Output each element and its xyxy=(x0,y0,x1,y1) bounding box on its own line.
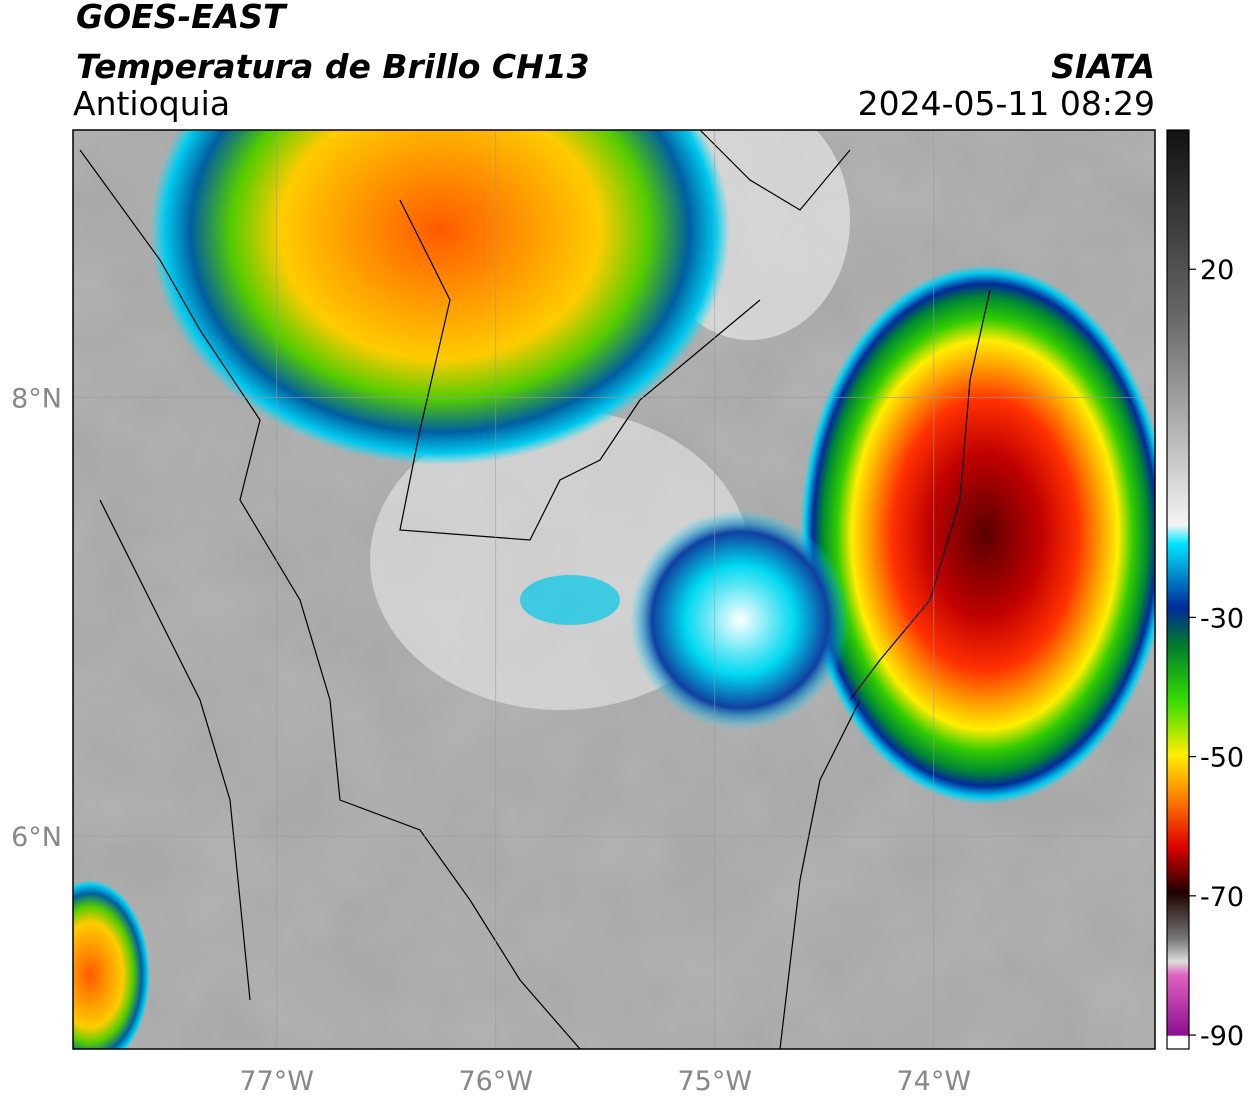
product-title: Temperatura de Brillo CH13 xyxy=(76,47,590,86)
colorbar-tick-label: -50 xyxy=(1200,743,1244,774)
source-label: SIATA xyxy=(1051,47,1155,86)
lon-tick-label: 74°W xyxy=(897,1066,972,1097)
map-frame xyxy=(72,129,1156,1050)
lon-tick-label: 75°W xyxy=(677,1066,752,1097)
colorbar-tick-label: -90 xyxy=(1200,1021,1244,1052)
colorbar-tick-label: 20 xyxy=(1200,255,1234,286)
lat-tick-label: 8°N xyxy=(11,384,62,415)
colorbar xyxy=(1166,129,1190,1050)
timestamp: 2024-05-11 08:29 xyxy=(858,84,1155,123)
graticule: 77°W 76°W 75°W 74°W 8°N 6°N xyxy=(11,130,1155,1097)
colorbar-tick-label: -30 xyxy=(1200,603,1244,634)
satellite-title: GOES-EAST xyxy=(76,0,288,36)
lon-tick-label: 77°W xyxy=(239,1066,314,1097)
lon-tick-label: 76°W xyxy=(458,1066,533,1097)
region-label: Antioquia xyxy=(73,84,230,123)
map-image xyxy=(73,130,1155,1049)
colorbar-ticks: 20 -30 -50 -70 -90 xyxy=(1189,255,1244,1052)
lat-tick-label: 6°N xyxy=(11,822,62,853)
colorbar-tick-label: -70 xyxy=(1200,882,1244,913)
